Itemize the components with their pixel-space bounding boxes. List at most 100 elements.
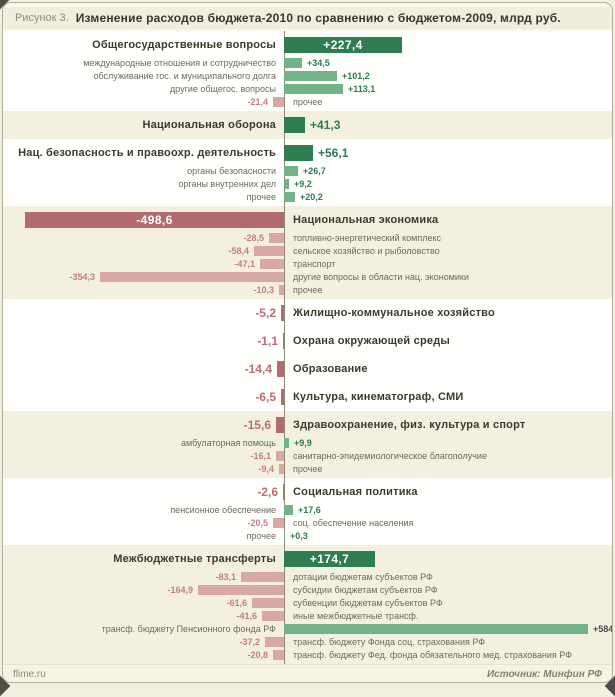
- subcategory-label: трансф. бюджету Пенсионного фонда РФ: [101, 623, 276, 634]
- bar: [283, 333, 284, 349]
- value-label: -14,4: [244, 362, 272, 376]
- bar: [265, 636, 284, 647]
- category-label: Нац. безопасность и правоохр. деятельнос…: [18, 147, 276, 159]
- subcategory-label: международные отношения и сотрудничество: [83, 57, 276, 68]
- chart-section: Здравоохранение, физ. культура и спорт -1…: [3, 411, 612, 478]
- bar: [260, 258, 284, 269]
- subcategory-row: санитарно-эпидемиологическое благополучи…: [3, 449, 612, 462]
- subcategory-label: органы внутренних дел: [178, 178, 276, 189]
- subcategory-row: транспорт -47,1: [3, 257, 612, 270]
- bar: [279, 463, 284, 474]
- category-row: Культура, кинематограф, СМИ -6,5: [3, 386, 612, 408]
- bar: [241, 571, 284, 582]
- data-source: Источник: Минфин РФ: [486, 669, 602, 680]
- bar: [284, 191, 295, 202]
- value-label: +56,1: [318, 146, 349, 160]
- category-row: Национальная экономика -498,6: [3, 209, 612, 231]
- value-label: -498,6: [136, 213, 173, 227]
- subcategory-label: субсидии бюджетам субъектов РФ: [293, 584, 438, 595]
- subcategory-row: прочее -9,4: [3, 462, 612, 475]
- chart-section: Нац. безопасность и правоохр. деятельнос…: [3, 139, 612, 206]
- category-label: Межбюджетные трансферты: [113, 553, 276, 565]
- bar: [262, 610, 284, 621]
- subcategory-label: прочее: [246, 191, 276, 202]
- subcategory-row: топливно-энергетический комплекс -28,5: [3, 231, 612, 244]
- chart-section: Национальная экономика -498,6 топливно-эне…: [3, 206, 612, 299]
- bar: [283, 484, 284, 500]
- figure-number: Рисунок 3.: [15, 12, 69, 24]
- subcategory-row: прочее +20,2: [3, 190, 612, 203]
- subcategory-label: трансф. бюджету Фонда соц. страхования Р…: [293, 636, 486, 647]
- value-label: -15,6: [243, 418, 271, 432]
- subcategory-row: международные отношения и сотрудничество…: [3, 56, 612, 69]
- category-label: Жилищно-коммунальное хозяйство: [293, 307, 495, 319]
- value-label: +9,9: [294, 437, 312, 448]
- value-label: -354,3: [69, 271, 95, 282]
- bar: [273, 96, 284, 107]
- chart-section: Межбюджетные трансферты +174,7 дотации бюд…: [3, 545, 612, 664]
- bar: [284, 623, 588, 634]
- subcategory-label: сельское хозяйство и рыболовство: [293, 245, 440, 256]
- bar: [279, 284, 284, 295]
- subcategory-label: субвенции бюджетам субъектов РФ: [293, 597, 443, 608]
- subcategory-row: пенсионное обеспечение +17,6: [3, 503, 612, 516]
- value-label: -47,1: [234, 258, 255, 269]
- subcategory-row: прочее -10,3: [3, 283, 612, 296]
- subcategory-label: транспорт: [293, 258, 336, 269]
- bar: [284, 57, 302, 68]
- value-label: -83,1: [215, 571, 236, 582]
- subcategory-row: субвенции бюджетам субъектов РФ -61,6: [3, 596, 612, 609]
- category-row: Охрана окружающей среды -1,1: [3, 330, 612, 352]
- bar: [276, 417, 284, 433]
- value-label: -61,6: [226, 597, 247, 608]
- chart-section: Охрана окружающей среды -1,1: [3, 327, 612, 355]
- bar: [276, 450, 284, 461]
- subcategory-label: санитарно-эпидемиологическое благополучи…: [293, 450, 487, 461]
- subcategory-row: соц. обеспечение населения -20,5: [3, 516, 612, 529]
- subcategory-row: дотации бюджетам субъектов РФ -83,1: [3, 570, 612, 583]
- zero-axis-line: [284, 31, 285, 664]
- figure-title: Рисунок 3. Изменение расходов бюджета-20…: [3, 7, 612, 29]
- subcategory-row: трансф. бюджету Пенсионного фонда РФ +584: [3, 622, 612, 635]
- subcategory-row: прочее -21,4: [3, 95, 612, 108]
- bar: [100, 271, 284, 282]
- value-label: +20,2: [300, 191, 323, 202]
- category-label: Социальная политика: [293, 486, 418, 498]
- bar: [284, 178, 289, 189]
- subcategory-label: трансф. бюджету Фед. фонда обязательного…: [293, 649, 573, 660]
- bar: [284, 530, 285, 541]
- category-label: Охрана окружающей среды: [293, 335, 450, 347]
- category-row: Нац. безопасность и правоохр. деятельнос…: [3, 142, 612, 164]
- value-label: -10,3: [253, 284, 274, 295]
- bar: [198, 584, 284, 595]
- category-label: Здравоохранение, физ. культура и спорт: [293, 419, 526, 431]
- value-label: +174,7: [309, 552, 350, 566]
- subcategory-row: обслуживание гос. и муниципального долга…: [3, 69, 612, 82]
- chart-section: Культура, кинематограф, СМИ -6,5: [3, 383, 612, 411]
- value-label: -20,5: [247, 517, 268, 528]
- bar: [281, 305, 284, 321]
- subcategory-row: амбулаторная помощь +9,9: [3, 436, 612, 449]
- chart-section: Образование -14,4: [3, 355, 612, 383]
- footer: flime.ru Источник: Минфин РФ: [3, 664, 612, 682]
- value-label: -21,4: [247, 96, 268, 107]
- category-label: Общегосударственные вопросы: [92, 39, 276, 51]
- bar: [284, 117, 305, 133]
- subcategory-label: амбулаторная помощь: [181, 437, 276, 448]
- subcategory-row: субсидии бюджетам субъектов РФ -164,9: [3, 583, 612, 596]
- bar: [269, 232, 284, 243]
- bar: [25, 212, 284, 228]
- value-label: -28,5: [243, 232, 264, 243]
- value-label: +17,6: [298, 504, 321, 515]
- bar: [273, 517, 284, 528]
- subcategory-row: сельское хозяйство и рыболовство -58,4: [3, 244, 612, 257]
- subcategory-row: другие общегос. вопросы +113,1: [3, 82, 612, 95]
- value-label: +101,2: [342, 70, 370, 81]
- chart-section: Национальная оборона +41,3: [3, 111, 612, 139]
- value-label: +113,1: [348, 83, 376, 94]
- subcategory-label: прочее: [246, 530, 276, 541]
- category-row: Здравоохранение, физ. культура и спорт -1…: [3, 414, 612, 436]
- subcategory-row: органы безопасности +26,7: [3, 164, 612, 177]
- value-label: +9,2: [294, 178, 312, 189]
- bar: [277, 361, 284, 377]
